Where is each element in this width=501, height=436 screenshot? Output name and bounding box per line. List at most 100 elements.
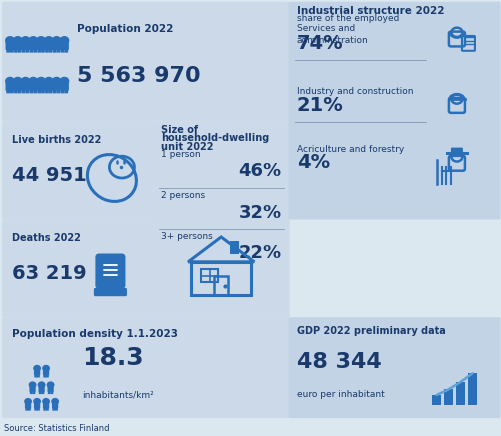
FancyBboxPatch shape xyxy=(30,386,36,392)
FancyBboxPatch shape xyxy=(21,41,30,50)
Circle shape xyxy=(6,78,14,85)
FancyBboxPatch shape xyxy=(230,241,239,254)
FancyBboxPatch shape xyxy=(6,48,10,53)
Circle shape xyxy=(60,37,69,44)
FancyBboxPatch shape xyxy=(52,41,61,50)
FancyBboxPatch shape xyxy=(2,121,154,219)
Circle shape xyxy=(30,382,36,388)
FancyBboxPatch shape xyxy=(37,407,40,411)
FancyBboxPatch shape xyxy=(30,48,33,53)
FancyBboxPatch shape xyxy=(61,89,64,93)
Circle shape xyxy=(48,382,54,388)
FancyBboxPatch shape xyxy=(22,89,26,93)
FancyBboxPatch shape xyxy=(44,82,53,91)
FancyBboxPatch shape xyxy=(37,89,41,93)
FancyBboxPatch shape xyxy=(41,48,45,53)
FancyBboxPatch shape xyxy=(52,402,58,409)
FancyBboxPatch shape xyxy=(49,48,53,53)
FancyBboxPatch shape xyxy=(41,89,45,93)
Circle shape xyxy=(6,37,14,44)
Text: GDP 2022 preliminary data: GDP 2022 preliminary data xyxy=(297,326,445,336)
Circle shape xyxy=(37,78,45,85)
Circle shape xyxy=(45,78,53,85)
FancyBboxPatch shape xyxy=(64,89,68,93)
FancyBboxPatch shape xyxy=(6,82,15,91)
Text: Acriculture and forestry: Acriculture and forestry xyxy=(297,145,404,154)
Circle shape xyxy=(39,382,45,388)
FancyBboxPatch shape xyxy=(39,391,42,394)
Text: 74%: 74% xyxy=(297,34,343,53)
FancyBboxPatch shape xyxy=(6,89,10,93)
Text: Population density 1.1.2023: Population density 1.1.2023 xyxy=(12,329,177,339)
FancyBboxPatch shape xyxy=(55,407,58,411)
Circle shape xyxy=(52,37,61,44)
Circle shape xyxy=(52,399,58,404)
FancyBboxPatch shape xyxy=(37,82,46,91)
FancyBboxPatch shape xyxy=(2,2,290,122)
FancyBboxPatch shape xyxy=(34,402,40,409)
Circle shape xyxy=(37,37,45,44)
FancyBboxPatch shape xyxy=(51,391,53,394)
FancyBboxPatch shape xyxy=(43,402,49,409)
Circle shape xyxy=(45,37,53,44)
FancyBboxPatch shape xyxy=(456,382,465,405)
FancyBboxPatch shape xyxy=(14,82,22,91)
FancyBboxPatch shape xyxy=(10,89,14,93)
FancyBboxPatch shape xyxy=(42,391,44,394)
Circle shape xyxy=(29,37,38,44)
Text: household-dwelling: household-dwelling xyxy=(161,133,269,143)
FancyBboxPatch shape xyxy=(28,407,31,411)
FancyBboxPatch shape xyxy=(53,89,57,93)
FancyBboxPatch shape xyxy=(39,386,45,392)
FancyBboxPatch shape xyxy=(25,402,31,409)
Text: Size of: Size of xyxy=(161,125,198,135)
FancyBboxPatch shape xyxy=(57,89,61,93)
FancyBboxPatch shape xyxy=(29,82,38,91)
Circle shape xyxy=(43,399,49,404)
FancyBboxPatch shape xyxy=(94,288,127,296)
FancyBboxPatch shape xyxy=(37,374,40,378)
Text: Deaths 2022: Deaths 2022 xyxy=(12,233,80,243)
Circle shape xyxy=(34,399,40,404)
FancyBboxPatch shape xyxy=(22,48,26,53)
Text: 32%: 32% xyxy=(238,204,282,221)
FancyBboxPatch shape xyxy=(6,41,15,50)
Circle shape xyxy=(25,399,31,404)
Text: 2 persons: 2 persons xyxy=(161,191,205,201)
FancyBboxPatch shape xyxy=(37,48,41,53)
FancyBboxPatch shape xyxy=(33,391,35,394)
FancyBboxPatch shape xyxy=(60,41,69,50)
FancyBboxPatch shape xyxy=(14,48,18,53)
FancyBboxPatch shape xyxy=(18,89,22,93)
FancyBboxPatch shape xyxy=(468,373,477,405)
Text: Industry and construction: Industry and construction xyxy=(297,87,413,96)
FancyBboxPatch shape xyxy=(48,391,51,394)
Circle shape xyxy=(34,365,40,371)
FancyBboxPatch shape xyxy=(43,374,46,378)
FancyBboxPatch shape xyxy=(26,89,29,93)
Text: Source: Statistics Finland: Source: Statistics Finland xyxy=(4,424,110,433)
FancyBboxPatch shape xyxy=(45,89,49,93)
Text: share of the employed: share of the employed xyxy=(297,14,399,23)
FancyBboxPatch shape xyxy=(2,219,154,317)
Text: admininstration: admininstration xyxy=(297,36,368,45)
Text: 44 951: 44 951 xyxy=(12,166,86,185)
Text: Population 2022: Population 2022 xyxy=(77,24,173,34)
FancyBboxPatch shape xyxy=(2,317,290,418)
FancyBboxPatch shape xyxy=(34,374,37,378)
FancyBboxPatch shape xyxy=(444,389,453,405)
FancyBboxPatch shape xyxy=(14,41,22,50)
FancyBboxPatch shape xyxy=(34,407,37,411)
Text: unit 2022: unit 2022 xyxy=(161,142,213,152)
FancyBboxPatch shape xyxy=(30,89,33,93)
FancyBboxPatch shape xyxy=(30,391,33,394)
FancyBboxPatch shape xyxy=(49,89,53,93)
Text: 21%: 21% xyxy=(297,96,343,115)
FancyBboxPatch shape xyxy=(29,41,38,50)
FancyBboxPatch shape xyxy=(43,369,49,375)
FancyBboxPatch shape xyxy=(33,89,37,93)
Text: Services and: Services and xyxy=(297,24,355,33)
FancyBboxPatch shape xyxy=(289,317,500,418)
Text: Live births 2022: Live births 2022 xyxy=(12,135,101,145)
FancyBboxPatch shape xyxy=(14,89,18,93)
